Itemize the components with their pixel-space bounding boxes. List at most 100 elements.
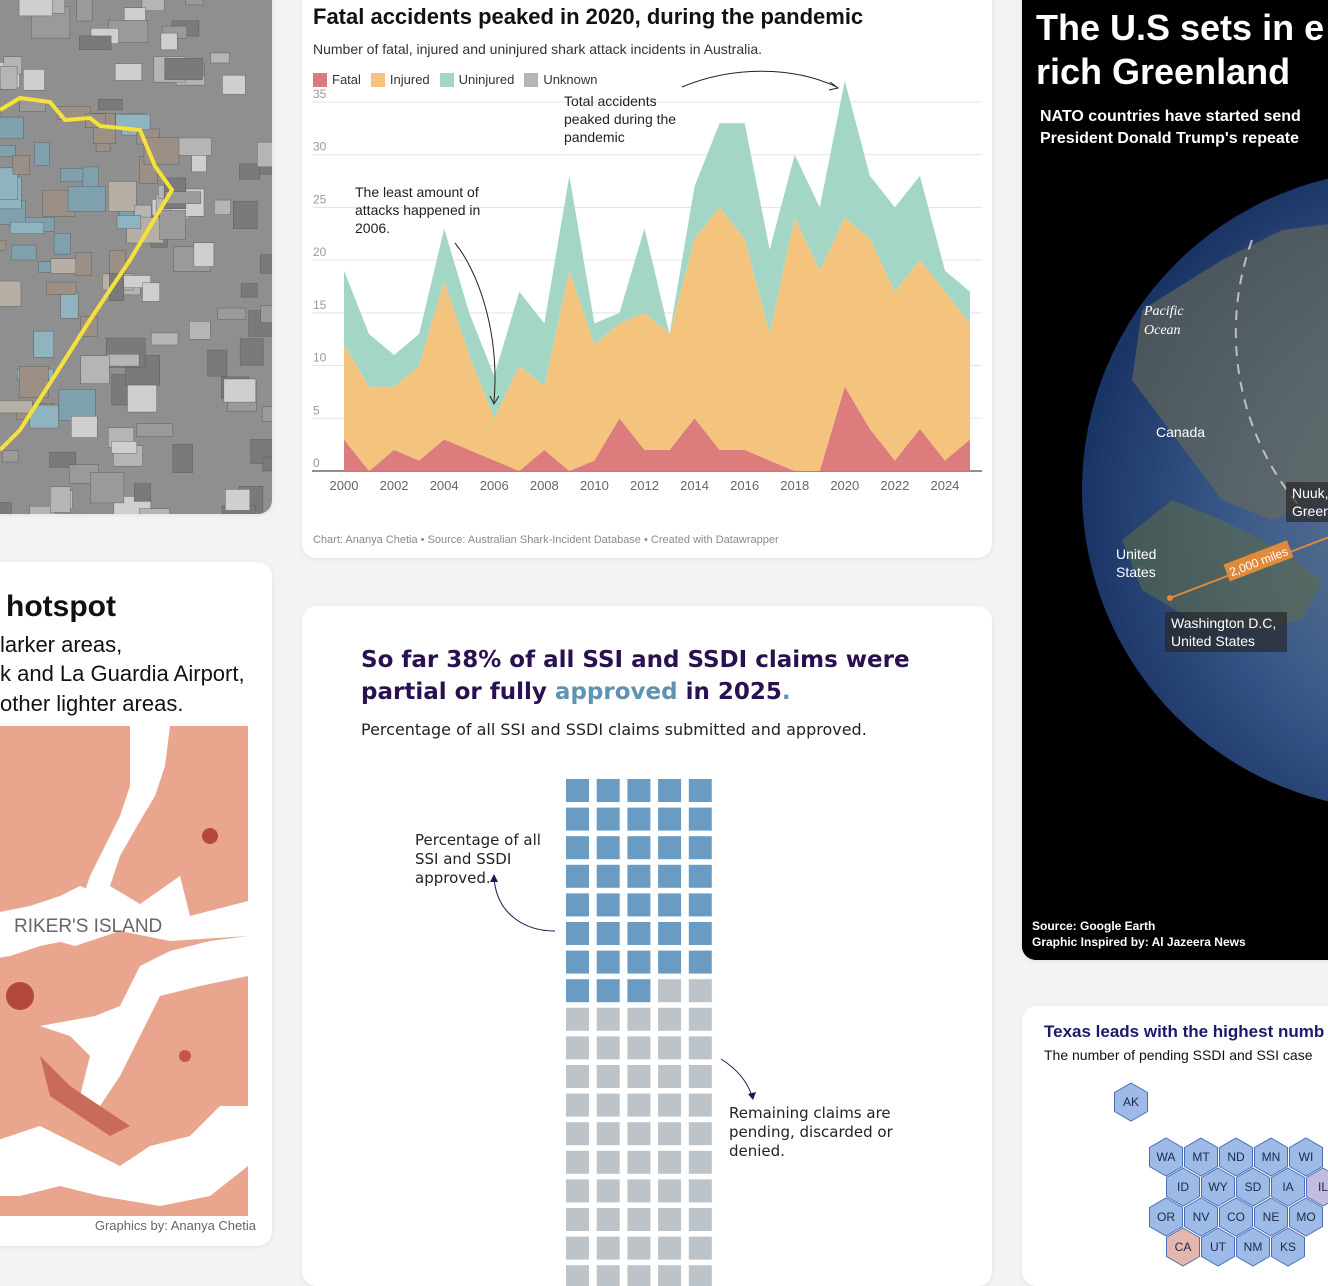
waffle-cell-other	[689, 1036, 712, 1059]
waffle-cell-other	[658, 1179, 681, 1202]
building-block	[0, 281, 21, 306]
x-tick-label: 2018	[780, 478, 809, 493]
waffle-cell-other	[597, 1065, 620, 1088]
waffle-cell-other	[689, 979, 712, 1002]
building-block	[218, 308, 246, 319]
building-block	[224, 379, 256, 402]
hex-state-label: OR	[1157, 1210, 1175, 1224]
building-block	[257, 142, 272, 167]
building-block	[3, 450, 19, 462]
building-block	[34, 142, 49, 165]
building-block	[46, 282, 76, 295]
building-block	[34, 331, 54, 357]
chart-footer: Chart: Ananya Chetia • Source: Australia…	[313, 534, 779, 546]
building-block	[241, 284, 257, 298]
waffle-cell-approved	[689, 922, 712, 945]
hex-state-label: WI	[1299, 1150, 1314, 1164]
x-tick-label: 2012	[630, 478, 659, 493]
building-block	[66, 513, 80, 514]
waffle-chart	[302, 606, 992, 1286]
building-block	[139, 509, 170, 514]
building-block	[160, 210, 186, 239]
map-title: hotspot	[6, 590, 116, 624]
building-block	[0, 240, 6, 250]
hex-state-label: CA	[1175, 1240, 1192, 1254]
waffle-cell-approved	[566, 808, 589, 831]
globe-title-line: rich Greenland	[1036, 51, 1290, 92]
hex-state-label: SD	[1245, 1180, 1262, 1194]
building-block	[59, 389, 95, 420]
waffle-cell-other	[689, 1151, 712, 1174]
waffle-cell-other	[658, 1094, 681, 1117]
waffle-cell-approved	[627, 951, 650, 974]
waffle-cell-other	[597, 1122, 620, 1145]
x-tick-label: 2004	[430, 478, 459, 493]
building-block	[151, 333, 178, 345]
building-block	[194, 243, 214, 267]
waffle-cell-approved	[627, 979, 650, 1002]
source-text: Source: Google Earth	[1032, 919, 1155, 933]
building-block	[262, 407, 272, 422]
waffle-cell-approved	[627, 836, 650, 859]
building-block	[127, 385, 156, 412]
hex-state-label: ID	[1177, 1180, 1189, 1194]
waffle-cell-other	[627, 1065, 650, 1088]
building-block	[0, 117, 23, 139]
hex-state-label: IA	[1282, 1180, 1293, 1194]
hex-state-label: WY	[1208, 1180, 1227, 1194]
waffle-cell-other	[597, 1008, 620, 1031]
waffle-cell-other	[597, 1265, 620, 1286]
waffle-cell-approved	[597, 893, 620, 916]
waffle-cell-approved	[566, 951, 589, 974]
map-card: hotspot larker areas, k and La Guardia A…	[0, 562, 272, 1246]
label-united-states: United States	[1116, 545, 1176, 581]
building-block	[111, 441, 136, 453]
building-block	[260, 255, 272, 274]
y-tick-label: 30	[313, 140, 327, 154]
waffle-cell-other	[566, 1265, 589, 1286]
waffle-cell-other	[627, 1151, 650, 1174]
map-description-line: other lighter areas.	[0, 691, 183, 717]
building-block	[0, 400, 32, 413]
x-tick-label: 2006	[480, 478, 509, 493]
waffle-cell-other	[658, 1151, 681, 1174]
building-block	[61, 168, 83, 182]
waffle-cell-other	[658, 1122, 681, 1145]
building-block	[222, 75, 245, 94]
building-block	[71, 416, 97, 437]
waffle-cell-other	[658, 979, 681, 1002]
waffle-cell-approved	[689, 951, 712, 974]
building-block	[225, 489, 249, 510]
building-block	[214, 200, 230, 215]
waffle-cell-other	[658, 1237, 681, 1260]
hex-state-label: MT	[1192, 1150, 1210, 1164]
building-block	[81, 356, 110, 384]
waffle-cell-approved	[627, 779, 650, 802]
waffle-cell-other	[627, 1208, 650, 1231]
waffle-cell-other	[627, 1265, 650, 1286]
waffle-cell-other	[597, 1151, 620, 1174]
y-tick-label: 10	[313, 351, 327, 365]
waffle-cell-other	[597, 1237, 620, 1260]
waffle-cell-approved	[597, 779, 620, 802]
map-description-line: k and La Guardia Airport,	[0, 661, 245, 687]
waffle-cell-other	[566, 1179, 589, 1202]
arrowhead	[829, 82, 838, 90]
building-block	[68, 186, 106, 211]
building-block	[76, 253, 92, 276]
building-block	[117, 215, 141, 228]
x-tick-label: 2022	[880, 478, 909, 493]
waffle-cell-approved	[689, 836, 712, 859]
waffle-cell-other	[627, 1036, 650, 1059]
building-block	[189, 321, 210, 339]
x-tick-label: 2002	[380, 478, 409, 493]
waffle-cell-approved	[658, 922, 681, 945]
waffle-cell-other	[658, 1008, 681, 1031]
building-block	[186, 0, 203, 5]
building-block	[137, 424, 173, 437]
waffle-cell-other	[597, 1208, 620, 1231]
waffle-cell-other	[627, 1122, 650, 1145]
